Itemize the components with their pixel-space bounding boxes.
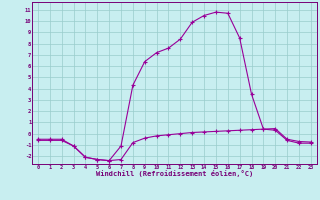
X-axis label: Windchill (Refroidissement éolien,°C): Windchill (Refroidissement éolien,°C) — [96, 170, 253, 177]
